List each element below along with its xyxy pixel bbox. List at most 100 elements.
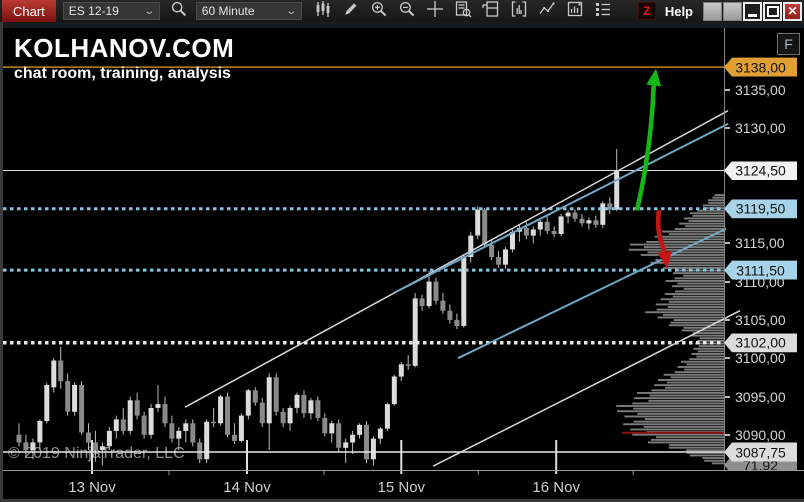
window-button-blank[interactable] [723,1,742,21]
candle-body [391,376,397,405]
volume-profile-bar [696,355,724,358]
volume-profile-bar [686,363,724,366]
uptrend-line-white[interactable] [184,110,729,408]
volume-profile-bar [616,405,724,407]
candle-body [23,442,29,451]
volume-profile-bar [645,311,724,314]
chart-trader-button[interactable]: .f{fill:#c9c9c9;stroke:none;} [480,0,502,21]
candle-body [162,404,168,424]
volume-profile-bar [634,397,724,400]
candlestick-style-button[interactable]: .f{fill:#c9c9c9;stroke:none;} [312,0,334,21]
volume-profile-bar [670,321,724,324]
candle-body [190,423,196,443]
instrument-dropdown[interactable]: ES 12-19 ⌄ [62,2,160,20]
candle-body [489,244,495,258]
volume-profile-bar [623,423,724,426]
data-series-button[interactable]: .f{fill:#c9c9c9;stroke:none;} [592,1,614,21]
candle-body [607,203,613,210]
candle-body [482,209,488,245]
maximize-button[interactable] [763,1,782,21]
zoom-out-button[interactable]: .f{fill:#c9c9c9;stroke:none;} [396,1,418,21]
volume-profile-bar [656,436,724,439]
volume-profile-bar [698,345,724,348]
candle-body [357,424,363,435]
instrument-search-button[interactable] [168,1,190,21]
volume-profile-bar [640,254,724,256]
candle-body [58,360,64,382]
candle-body [225,396,230,435]
crosshair-button[interactable]: .f{fill:#c9c9c9;stroke:none;} [424,0,446,21]
uptrend-line-blue-lower[interactable] [457,227,727,360]
price-tick [725,127,730,130]
volume-profile-bar [649,394,724,397]
minimize-icon [748,13,757,17]
candle-body [440,300,446,311]
data-box-button[interactable]: .f{fill:#c9c9c9;stroke:none;} [452,0,474,21]
candle-body [433,281,439,301]
indicators-button[interactable]: .f{fill:#c9c9c9;stroke:none;} [508,0,530,21]
volume-profile-bar [668,324,724,327]
volume-profile-bar [694,342,724,345]
candle-body [245,390,251,416]
volume-profile-bar [697,209,724,212]
interval-dropdown[interactable]: 60 Minute ⌄ [195,2,302,20]
window-button-blank[interactable] [703,1,722,21]
price-label: 3090,00 [735,426,786,443]
candle-body [384,404,390,429]
volume-profile-bar [691,334,724,337]
bearish-scenario-arrow[interactable] [655,209,667,253]
volume-profile-bar [675,290,724,293]
uptrend-line-blue-upper[interactable] [394,122,729,294]
volume-profile-bar [679,222,724,225]
volume-profile-bar [684,217,724,220]
volume-profile-bar [704,459,724,462]
volume-profile-bar [657,316,724,319]
data-series-icon: .f{fill:#c9c9c9;stroke:none;} [594,0,612,23]
candle-body [37,421,43,443]
volume-profile-bar [673,272,724,275]
volume-profile-bar [663,267,724,269]
volume-profile-bar [684,368,724,371]
candle-body [558,216,564,234]
candle-body [447,310,453,320]
volume-profile-bar [699,337,724,340]
minimize-button[interactable] [743,1,762,21]
close-button[interactable]: ✕ [783,1,802,21]
window-controls: ✕ [703,1,802,21]
time-axis[interactable]: 13 Nov 14 Nov 15 Nov 16 Nov [0,470,804,502]
price-label: 3130,00 [735,120,786,137]
price-axis[interactable]: 3138,00 3135,00 3130,00 3124,50 3119,50 3115,… [724,28,804,470]
candle-body [468,235,474,257]
candle-body [44,385,50,421]
chart-tab[interactable]: Chart [2,0,56,22]
candle-body [113,419,119,431]
volume-profile-bar [697,339,724,342]
candle-body [405,364,411,366]
bullish-scenario-arrow[interactable] [634,85,656,211]
candle-body [600,203,606,225]
volume-profile-bar [691,353,724,355]
fast-forward-button[interactable]: F [777,33,800,55]
price-marker-3138-00: 3138,00 [724,57,797,77]
candle-body [419,298,425,307]
candle-body [218,396,224,424]
price-tick [725,433,730,436]
toolbar-divider [0,22,804,28]
candle-body [204,421,210,460]
channel-line-white-lower[interactable] [432,310,741,467]
price-tick [725,242,730,245]
help-menu[interactable]: Help [664,3,693,19]
draw-pencil-button[interactable]: .f{fill:#c9c9c9;stroke:none;} [340,1,362,21]
drawing-tools-button[interactable]: .f{fill:#c9c9c9;stroke:none;} [536,1,558,21]
volume-profile-bar [654,384,724,387]
volume-profile-bar [677,269,724,272]
volume-profile-bar [693,332,724,334]
price-marker-3119-50: 3119,50 [724,199,797,219]
zoom-in-button[interactable]: .f{fill:#c9c9c9;stroke:none;} [368,1,390,21]
volume-profile-bar [708,201,724,204]
toolbar-icons: .f{fill:#c9c9c9;stroke:none;} .f{fill:#c9… [312,0,614,21]
chart-properties-button[interactable]: .f{fill:#c9c9c9;stroke:none;} [564,1,586,21]
z-app-icon[interactable]: Z [637,2,656,20]
